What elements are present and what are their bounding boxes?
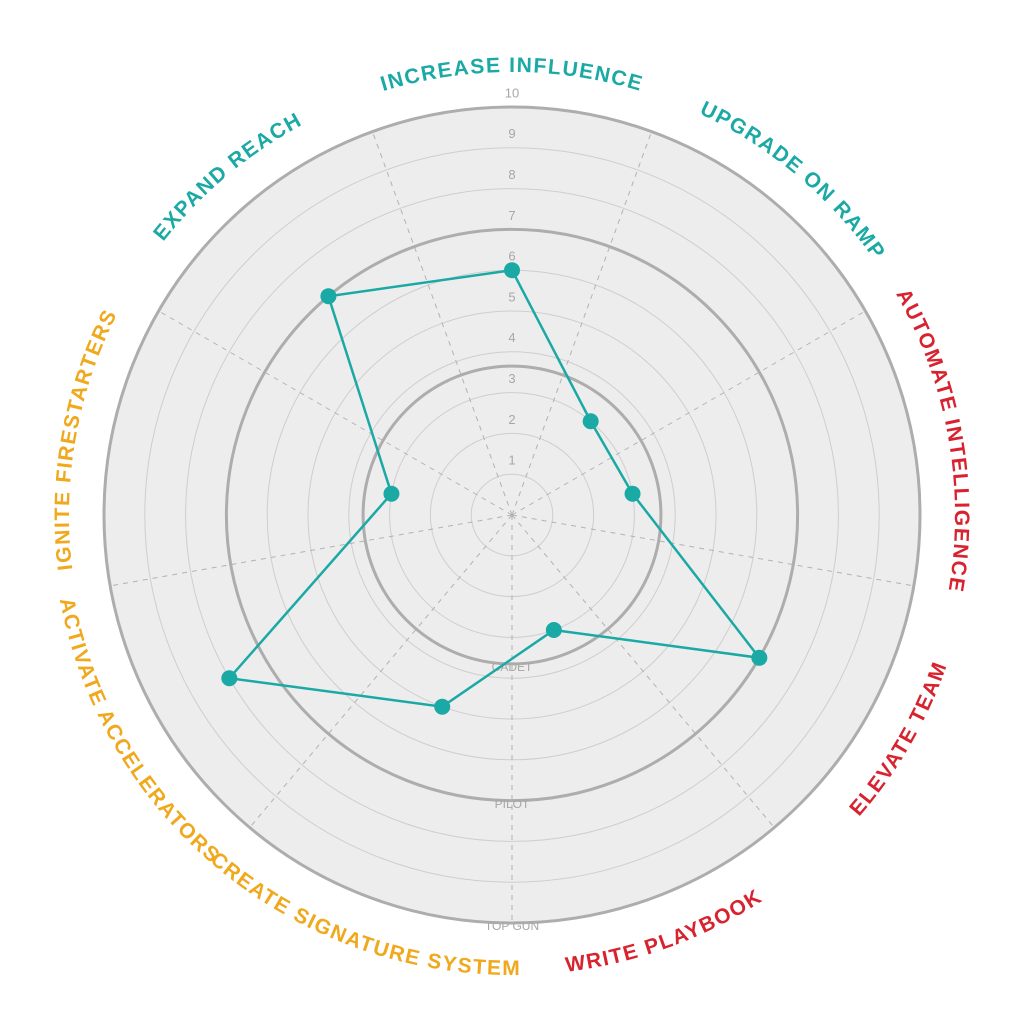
grid-ring — [144, 147, 880, 883]
data-point — [624, 485, 641, 502]
spoke — [371, 131, 513, 516]
level-ring — [102, 105, 922, 925]
r-tick-label: 5 — [508, 289, 515, 304]
data-line — [226, 268, 763, 708]
level-label: TOP GUN — [485, 919, 539, 933]
r-tick-label: 8 — [508, 167, 515, 182]
data-point — [751, 649, 768, 666]
data-point — [320, 288, 337, 305]
data-point — [221, 670, 238, 687]
spoke — [511, 310, 866, 516]
level-label: PILOT — [495, 797, 530, 811]
r-tick-label: 10 — [505, 85, 519, 100]
data-point — [545, 622, 562, 639]
spoke — [110, 514, 513, 587]
r-tick-label: 9 — [508, 126, 515, 141]
r-tick-label: 2 — [508, 412, 515, 427]
r-tick-label: 1 — [508, 453, 515, 468]
grid-ring — [185, 188, 839, 842]
spoke — [158, 310, 513, 516]
level-ring — [361, 364, 663, 666]
data-point — [434, 698, 451, 715]
r-tick-label: 7 — [508, 208, 515, 223]
level-ring — [224, 227, 800, 803]
r-tick-label: 3 — [508, 371, 515, 386]
level-label: CADET — [492, 660, 533, 674]
spoke — [511, 514, 775, 828]
spoke — [511, 131, 653, 516]
spoke — [249, 514, 513, 828]
spoke — [511, 514, 914, 587]
data-point — [383, 485, 400, 502]
data-point — [582, 413, 599, 430]
r-tick-label: 4 — [508, 330, 515, 345]
r-tick-label: 6 — [508, 249, 515, 264]
data-point — [504, 262, 520, 279]
